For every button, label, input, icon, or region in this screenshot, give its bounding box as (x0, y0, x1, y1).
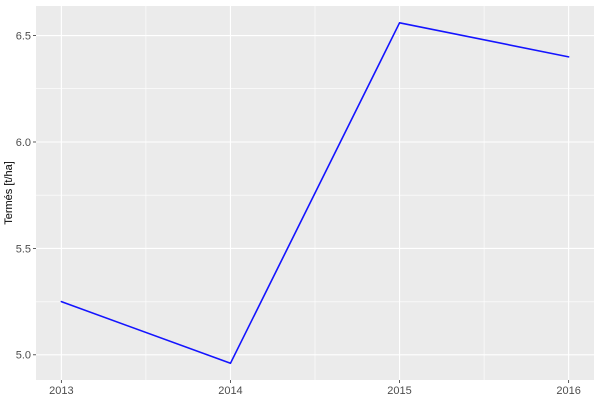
svg-text:2013: 2013 (49, 385, 73, 397)
svg-text:6.5: 6.5 (16, 31, 31, 43)
svg-text:6.0: 6.0 (16, 137, 31, 149)
svg-text:2016: 2016 (556, 385, 580, 397)
svg-text:Termés [t/ha]: Termés [t/ha] (3, 161, 15, 225)
svg-text:2015: 2015 (387, 385, 411, 397)
svg-text:5.5: 5.5 (16, 243, 31, 255)
svg-text:2014: 2014 (218, 385, 242, 397)
svg-text:5.0: 5.0 (16, 350, 31, 362)
